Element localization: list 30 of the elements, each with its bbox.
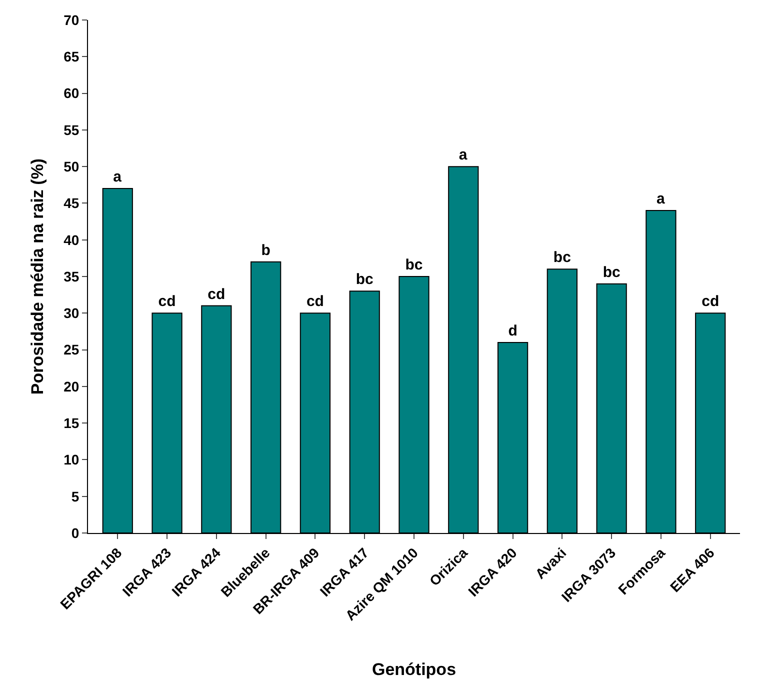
data-label: bc [602, 264, 620, 281]
y-tick-label: 45 [64, 195, 80, 212]
data-label: a [113, 168, 122, 186]
y-tick-label: 30 [64, 305, 80, 322]
data-label: bc [405, 256, 423, 274]
data-label: cd [208, 286, 226, 303]
x-axis-title: Genótipos [372, 660, 456, 679]
data-label: cd [702, 293, 720, 310]
y-tick-label: 65 [64, 48, 80, 65]
data-label: bc [553, 249, 571, 266]
y-tick-label: 35 [64, 268, 80, 284]
data-label: bc [356, 271, 374, 288]
y-tick-label: 15 [64, 414, 80, 431]
y-tick-label: 70 [64, 12, 80, 28]
y-tick-label: 10 [64, 452, 80, 468]
y-tick-label: 60 [64, 85, 80, 102]
y-axis-title: Porosidade média na raiz (%) [28, 158, 48, 395]
data-label: b [261, 242, 270, 259]
data-label: a [458, 146, 468, 164]
y-tick-label: 20 [64, 378, 80, 394]
y-tick-label: 0 [71, 524, 80, 541]
y-tick-label: 55 [64, 122, 80, 138]
y-tick-label: 50 [64, 158, 80, 174]
y-tick-label: 5 [71, 488, 80, 504]
y-tick-label: 25 [64, 342, 80, 358]
data-label: cd [306, 293, 324, 310]
data-label: d [508, 322, 518, 340]
y-tick-label: 40 [64, 232, 80, 248]
data-label: a [656, 190, 666, 208]
data-label: cd [158, 293, 176, 310]
